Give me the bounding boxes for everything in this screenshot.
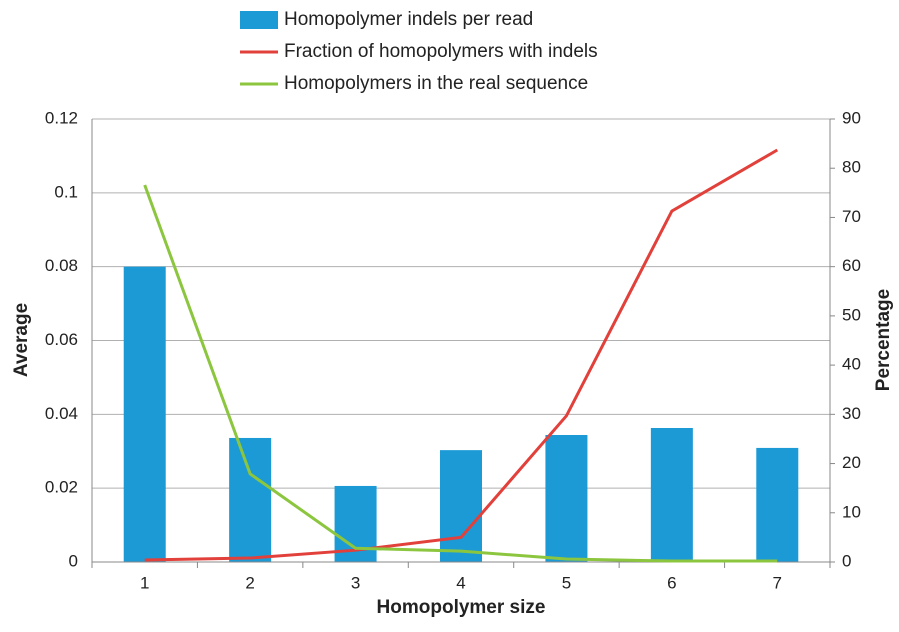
- y2-axis-title: Percentage: [873, 289, 894, 391]
- y2-tick-label: 10: [842, 502, 861, 521]
- y2-tick-label: 80: [842, 158, 861, 177]
- bar: [123, 266, 166, 562]
- y-tick-label: 0.06: [45, 330, 78, 349]
- x-tick-label: 4: [456, 573, 465, 592]
- bar: [650, 427, 693, 562]
- y2-tick-label: 90: [842, 108, 861, 127]
- y2-tick-label: 70: [842, 207, 861, 226]
- y-tick-label: 0.08: [45, 256, 78, 275]
- bar: [756, 447, 799, 562]
- x-tick-label: 1: [140, 573, 149, 592]
- y2-tick-label: 0: [842, 551, 851, 570]
- x-axis-title: Homopolymer size: [377, 597, 546, 618]
- line: [144, 148, 779, 562]
- y-tick-label: 0.1: [54, 182, 78, 201]
- bar: [229, 437, 272, 562]
- x-tick-label: 2: [245, 573, 254, 592]
- bar: [440, 450, 482, 562]
- line: [143, 184, 778, 563]
- y2-tick-label: 40: [842, 355, 861, 374]
- y-tick-label: 0: [69, 551, 78, 570]
- y-tick-label: 0.02: [45, 478, 78, 497]
- legend-label: Homopolymers in the real sequence: [284, 73, 588, 94]
- y2-tick-label: 50: [842, 305, 861, 324]
- x-tick-label: 6: [667, 573, 676, 592]
- x-tick-label: 3: [351, 573, 360, 592]
- y-tick-label: 0.12: [45, 108, 78, 127]
- legend-label: Fraction of homopolymers with indels: [284, 41, 598, 62]
- y-tick-label: 0.04: [45, 404, 78, 423]
- x-tick-label: 7: [773, 573, 782, 592]
- legend-swatch: [240, 11, 278, 29]
- x-tick-label: 5: [562, 573, 571, 592]
- y-axis-title: Average: [11, 303, 32, 377]
- y2-tick-label: 20: [842, 453, 861, 472]
- bar: [545, 435, 588, 562]
- legend-label: Homopolymer indels per read: [284, 9, 533, 30]
- y2-tick-label: 30: [842, 404, 861, 423]
- y2-tick-label: 60: [842, 256, 861, 275]
